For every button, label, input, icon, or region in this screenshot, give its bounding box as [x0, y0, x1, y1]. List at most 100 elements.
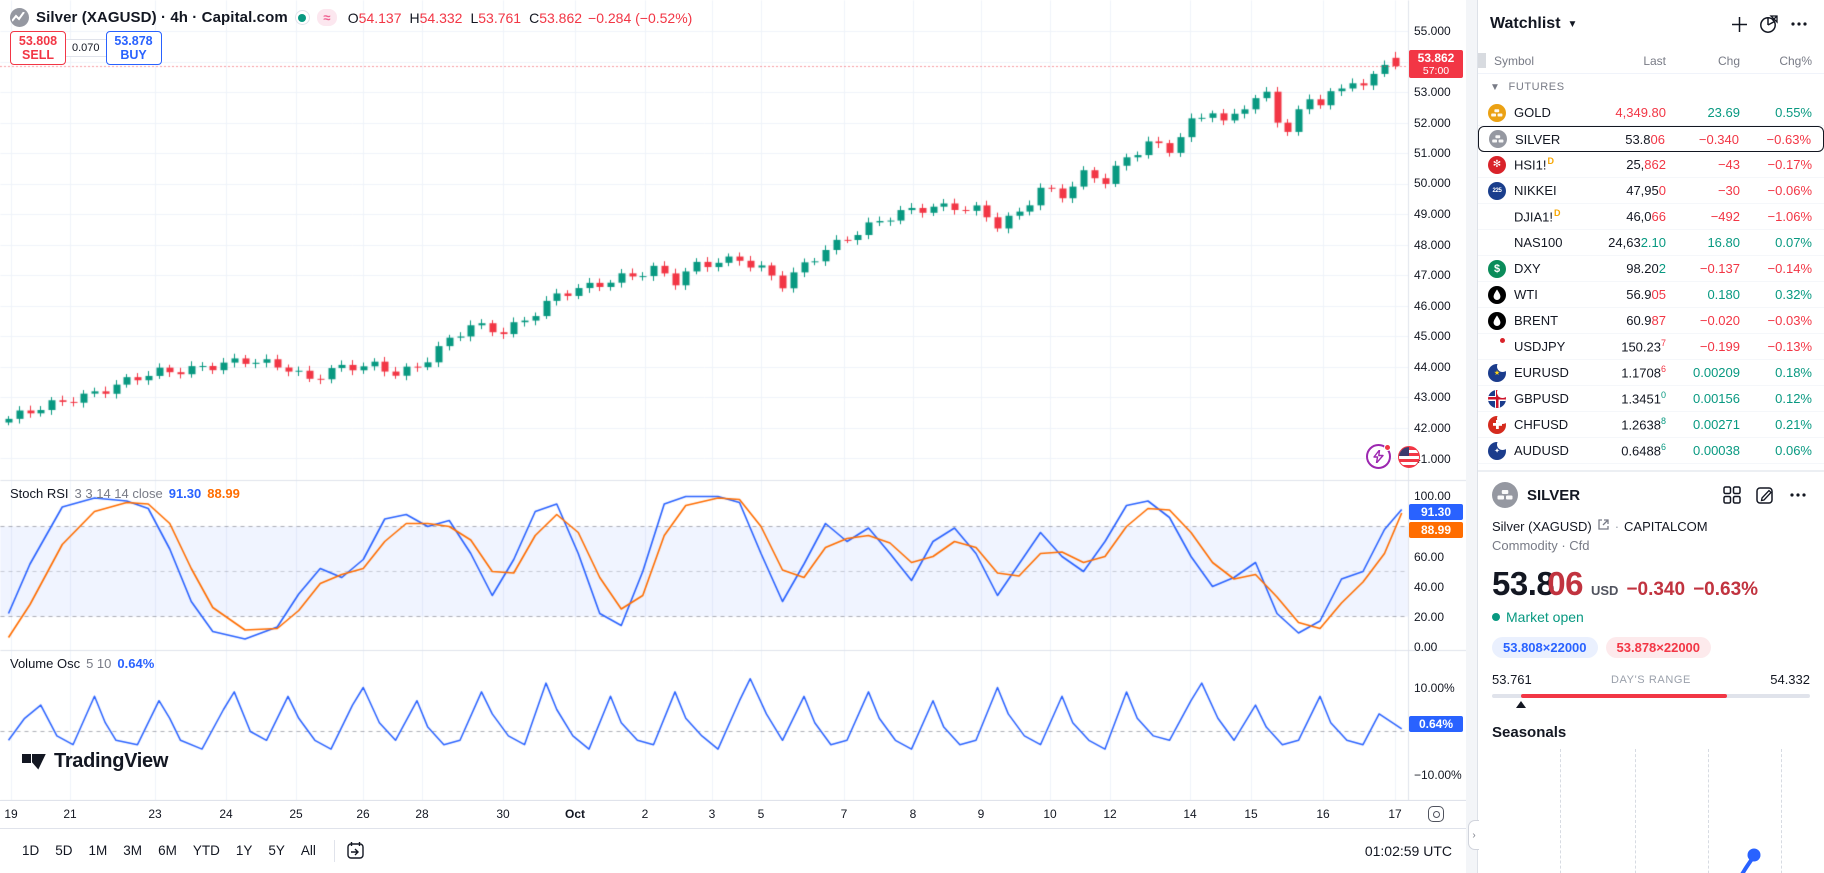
- clock-utc[interactable]: 01:02:59 UTC: [1364, 843, 1452, 859]
- change: −0.020: [1699, 313, 1740, 328]
- scale-label: 46.000: [1414, 299, 1451, 313]
- symbol-name: NAS100: [1514, 235, 1563, 250]
- flag-column-icon[interactable]: [1478, 53, 1486, 68]
- range-button-1y[interactable]: 1Y: [235, 843, 253, 858]
- change: 0.00271: [1693, 417, 1740, 432]
- range-button-1d[interactable]: 1D: [22, 843, 40, 858]
- range-bar: [1492, 694, 1810, 708]
- range-button-6m[interactable]: 6M: [158, 843, 177, 858]
- scale-label: 41.000: [1414, 452, 1451, 466]
- symbol-name: NIKKEI: [1514, 183, 1557, 198]
- range-button-5d[interactable]: 5D: [55, 843, 73, 858]
- scale-label: 49.000: [1414, 207, 1451, 221]
- range-button-1m[interactable]: 1M: [88, 843, 108, 858]
- last-price: 47,950: [1626, 183, 1666, 198]
- range-button-5y[interactable]: 5Y: [268, 843, 285, 858]
- change-percent: −0.03%: [1767, 313, 1812, 328]
- watchlist-row-silver[interactable]: SILVER 53.806 −0.340 −0.63%: [1478, 126, 1824, 152]
- change-percent: 0.12%: [1775, 391, 1812, 406]
- symbol-icon-chfusd: [1488, 412, 1508, 434]
- chevron-down-icon: ▼: [1490, 81, 1501, 93]
- change-percent: −0.06%: [1767, 183, 1812, 198]
- grid-view-icon[interactable]: [1720, 483, 1744, 507]
- stoch-k-axis-label: 91.30: [1409, 504, 1463, 520]
- ask-size-badge[interactable]: 53.878×22000: [1605, 637, 1712, 658]
- range-low: 53.761: [1492, 672, 1532, 687]
- flag-icon-partial[interactable]: [1398, 446, 1420, 468]
- tradingview-logo[interactable]: TradingView: [22, 750, 168, 773]
- heatmap-pie-icon[interactable]: [1756, 11, 1782, 37]
- time-axis[interactable]: 19 21 23 24 25 26 28 30 Oct 2 3 5 7 8 9 10 12 14 15 16 17: [0, 800, 1466, 828]
- external-link-icon[interactable]: [1597, 518, 1610, 534]
- symbol-icon-oil: [1488, 311, 1506, 330]
- watchlist-title[interactable]: Watchlist: [1490, 15, 1561, 32]
- change-percent: 0.07%: [1775, 235, 1812, 250]
- symbol-icon-dxy: $: [1488, 259, 1506, 278]
- watchlist-rows: GOLD 4,349.80 23.69 0.55% SILVER 53.806 −0.340…: [1478, 100, 1824, 464]
- watchlist-row-eurusd[interactable]: ★ EURUSD 1.17086 0.00209 0.18%: [1478, 360, 1824, 386]
- more-options-icon[interactable]: [1786, 11, 1812, 37]
- buy-button[interactable]: 53.878 BUY: [105, 31, 162, 65]
- volume-osc-title[interactable]: Volume Osc 5 10 0.64%: [10, 656, 155, 671]
- symbol-icon-us: [1488, 208, 1506, 226]
- stoch-d-axis-label: 88.99: [1409, 522, 1463, 538]
- last-price: 60.987: [1626, 313, 1666, 328]
- price-chart-canvas[interactable]: [0, 0, 1466, 828]
- section-futures[interactable]: ▼ FUTURES: [1490, 81, 1565, 93]
- change-percent: −0.13%: [1767, 339, 1812, 354]
- scale-label: 51.000: [1414, 146, 1451, 160]
- market-status-icon[interactable]: [294, 10, 310, 25]
- details-subtitle[interactable]: Silver (XAGUSD): [1492, 518, 1592, 534]
- stoch-rsi-title[interactable]: Stoch RSI 3 3 14 14 close 91.30 88.99: [10, 486, 240, 501]
- watchlist-row-usdjpy[interactable]: USDJPY 150.237 −0.199 −0.13%: [1478, 334, 1824, 360]
- panel-expand-handle[interactable]: ›: [1468, 820, 1479, 850]
- watchlist-row-gold[interactable]: GOLD 4,349.80 23.69 0.55%: [1478, 100, 1824, 126]
- time-label: 7: [840, 807, 848, 821]
- go-to-date-icon[interactable]: [345, 841, 367, 861]
- bid-size-badge[interactable]: 53.808×22000: [1492, 637, 1598, 658]
- time-label: 24: [219, 807, 233, 821]
- symbol-name: EURUSD: [1514, 365, 1569, 380]
- watchlist-row-gbpusd[interactable]: GBPUSD 1.34510 0.00156 0.12%: [1478, 386, 1824, 412]
- range-button-ytd[interactable]: YTD: [192, 843, 220, 858]
- instant-trading-icon[interactable]: [1366, 444, 1391, 469]
- symbol-icon-eurusd: ★: [1488, 360, 1508, 382]
- range-button-3m[interactable]: 3M: [123, 843, 143, 858]
- watchlist-row-dxy[interactable]: $ DXY 98.202 −0.137 −0.14%: [1478, 256, 1824, 282]
- scale-label: 0.00: [1414, 640, 1438, 654]
- time-label: 9: [977, 807, 985, 821]
- watchlist-row-audusd[interactable]: ✦ AUDUSD 0.64886 0.00038 0.06%: [1478, 438, 1824, 464]
- sell-button[interactable]: 53.808 SELL: [10, 31, 66, 65]
- watchlist-row-chfusd[interactable]: CHFUSD 1.26388 0.00271 0.21%: [1478, 412, 1824, 438]
- watchlist-row-hsi1[interactable]: ✻ HSI1!D 25,862 −43 −0.17%: [1478, 152, 1824, 178]
- seasonals-chart[interactable]: [1492, 749, 1810, 873]
- change: −43: [1717, 157, 1740, 172]
- watchlist-row-brent[interactable]: BRENT 60.987 −0.020 −0.03%: [1478, 308, 1824, 334]
- range-button-all[interactable]: All: [300, 843, 316, 858]
- change: 0.00038: [1693, 443, 1740, 458]
- scale-label: 100.00: [1414, 489, 1451, 503]
- last-price-label: 53.862 57:00: [1409, 50, 1463, 78]
- last-price: 1.34510: [1621, 390, 1666, 407]
- chevron-down-icon[interactable]: ▼: [1567, 18, 1578, 30]
- scale-label: 53.000: [1414, 85, 1451, 99]
- broker-logo-icon[interactable]: [10, 8, 29, 27]
- change-percent: −0.63%: [1766, 131, 1811, 147]
- symbol-title[interactable]: Silver (XAGUSD) · 4h · Capital.com: [36, 9, 288, 26]
- axis-settings-icon[interactable]: [1428, 806, 1444, 822]
- details-exchange: CAPITALCOM: [1624, 518, 1708, 534]
- watchlist-row-nas100[interactable]: NAS100 24,632.10 16.80 0.07%: [1478, 230, 1824, 256]
- edit-note-icon[interactable]: [1753, 483, 1777, 507]
- more-options-icon[interactable]: [1786, 483, 1810, 507]
- change: −30: [1717, 183, 1740, 198]
- watchlist-row-nikkei[interactable]: 225 NIKKEI 47,950 −30 −0.06%: [1478, 178, 1824, 204]
- watchlist-row-djia1[interactable]: DJIA1!D 46,066 −492 −1.06%: [1478, 204, 1824, 230]
- wave-badge-icon[interactable]: ≈: [316, 9, 337, 26]
- ohlc-values: O54.137 H54.332 L53.761 C53.862 −0.284 (…: [347, 9, 693, 26]
- watchlist-row-wti[interactable]: WTI 56.905 0.180 0.32%: [1478, 282, 1824, 308]
- time-label: 30: [496, 807, 510, 821]
- last-price: 53.806: [1625, 131, 1665, 147]
- vol-osc-axis-label: 0.64%: [1409, 716, 1463, 732]
- scale-label: 40.00: [1414, 580, 1445, 594]
- add-symbol-icon[interactable]: [1726, 11, 1752, 37]
